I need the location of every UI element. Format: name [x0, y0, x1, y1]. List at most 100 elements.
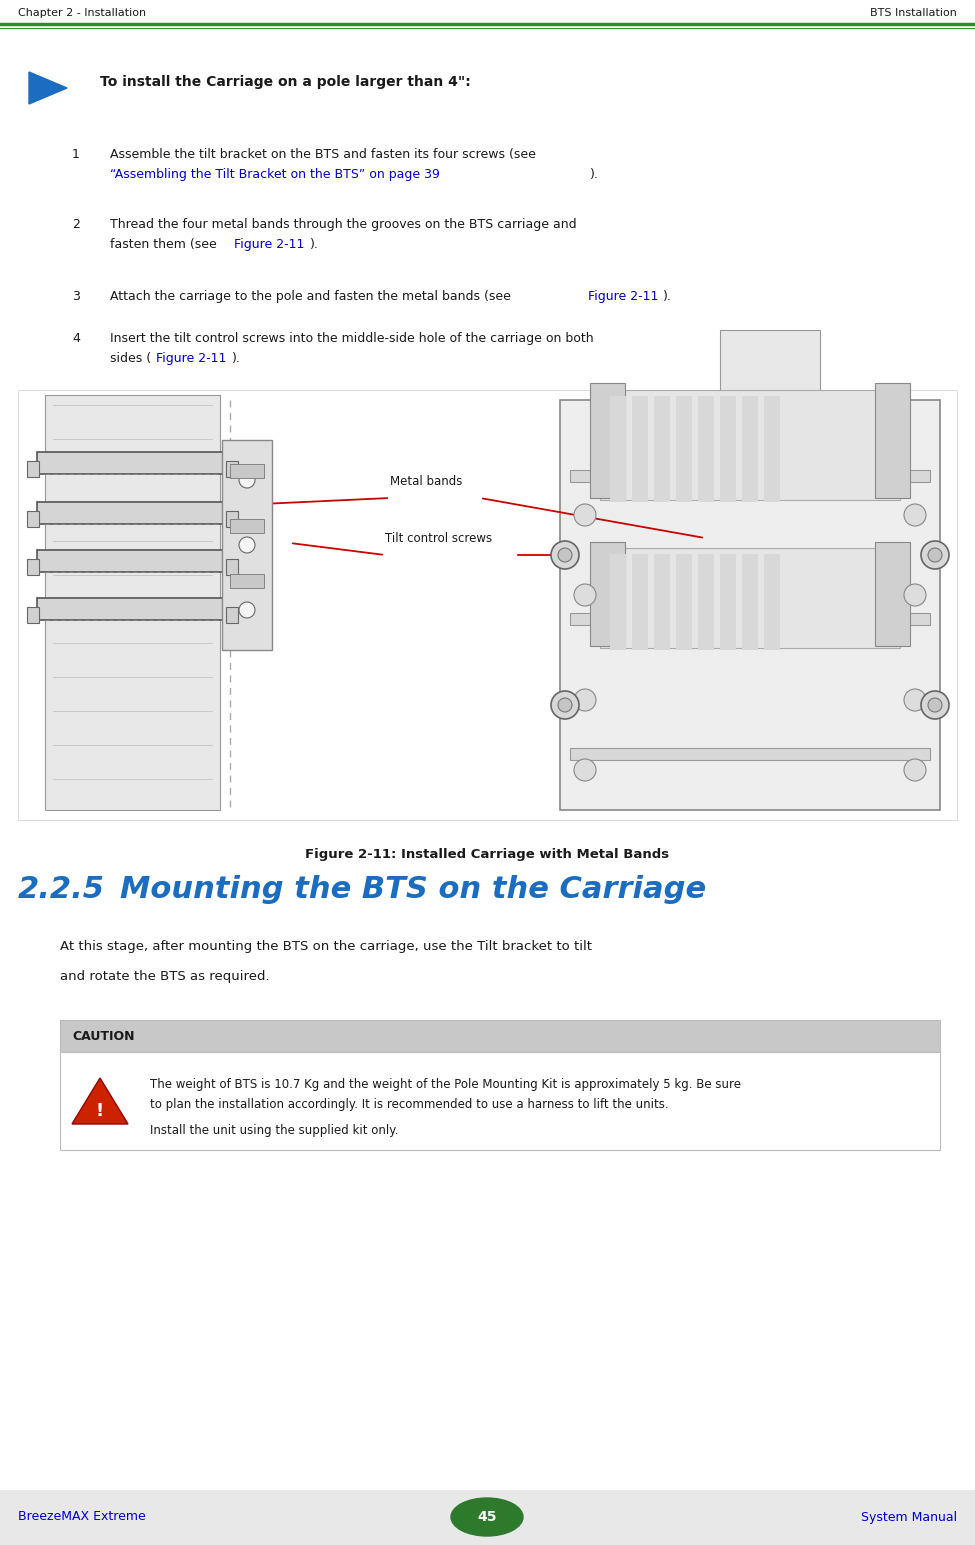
FancyBboxPatch shape — [720, 555, 736, 650]
Text: Figure 2-11: Installed Carriage with Metal Bands: Figure 2-11: Installed Carriage with Met… — [305, 848, 669, 861]
Text: Metal bands: Metal bands — [390, 474, 462, 488]
Text: ).: ). — [310, 238, 319, 250]
Text: Mounting the BTS on the Carriage: Mounting the BTS on the Carriage — [120, 874, 706, 904]
Text: 2.2.5: 2.2.5 — [18, 874, 105, 904]
Circle shape — [904, 584, 926, 606]
FancyBboxPatch shape — [698, 396, 714, 502]
FancyBboxPatch shape — [610, 396, 626, 502]
FancyBboxPatch shape — [560, 400, 940, 810]
Text: and rotate the BTS as required.: and rotate the BTS as required. — [60, 970, 270, 983]
Circle shape — [574, 584, 596, 606]
Text: 4: 4 — [72, 332, 80, 345]
Text: CAUTION: CAUTION — [72, 1029, 135, 1043]
FancyBboxPatch shape — [676, 396, 692, 502]
FancyBboxPatch shape — [18, 389, 957, 820]
FancyBboxPatch shape — [600, 389, 900, 501]
Circle shape — [904, 504, 926, 525]
FancyBboxPatch shape — [27, 607, 39, 623]
Circle shape — [921, 691, 949, 718]
FancyBboxPatch shape — [37, 550, 228, 572]
Circle shape — [928, 698, 942, 712]
FancyBboxPatch shape — [226, 460, 238, 477]
FancyBboxPatch shape — [60, 1052, 940, 1149]
Polygon shape — [72, 1078, 128, 1125]
Text: 1: 1 — [72, 148, 80, 161]
FancyBboxPatch shape — [742, 555, 758, 650]
Circle shape — [558, 548, 572, 562]
FancyBboxPatch shape — [875, 383, 910, 497]
FancyBboxPatch shape — [27, 460, 39, 477]
FancyBboxPatch shape — [60, 1020, 940, 1052]
Text: Chapter 2 - Installation: Chapter 2 - Installation — [18, 8, 146, 19]
Circle shape — [574, 689, 596, 711]
FancyBboxPatch shape — [590, 383, 625, 497]
FancyBboxPatch shape — [720, 396, 736, 502]
Circle shape — [551, 541, 579, 569]
FancyBboxPatch shape — [654, 396, 670, 502]
Circle shape — [904, 689, 926, 711]
FancyBboxPatch shape — [698, 555, 714, 650]
FancyBboxPatch shape — [742, 396, 758, 502]
Text: ).: ). — [590, 168, 599, 181]
FancyBboxPatch shape — [27, 559, 39, 575]
Circle shape — [239, 538, 255, 553]
FancyBboxPatch shape — [600, 548, 900, 647]
FancyBboxPatch shape — [226, 559, 238, 575]
FancyBboxPatch shape — [570, 470, 930, 482]
FancyBboxPatch shape — [37, 453, 228, 474]
FancyBboxPatch shape — [764, 555, 780, 650]
Text: Insert the tilt control screws into the middle-side hole of the carriage on both: Insert the tilt control screws into the … — [110, 332, 594, 345]
Circle shape — [558, 698, 572, 712]
Text: Tilt control screws: Tilt control screws — [385, 531, 492, 545]
FancyBboxPatch shape — [226, 607, 238, 623]
FancyBboxPatch shape — [720, 331, 820, 405]
Circle shape — [904, 759, 926, 782]
FancyBboxPatch shape — [37, 598, 228, 620]
FancyBboxPatch shape — [632, 396, 648, 502]
FancyBboxPatch shape — [610, 555, 626, 650]
FancyBboxPatch shape — [590, 542, 625, 646]
FancyBboxPatch shape — [632, 555, 648, 650]
FancyBboxPatch shape — [875, 542, 910, 646]
Text: ).: ). — [663, 290, 672, 303]
Text: The weight of BTS is 10.7 Kg and the weight of the Pole Mounting Kit is approxim: The weight of BTS is 10.7 Kg and the wei… — [150, 1078, 741, 1091]
Text: BreezeMAX Extreme: BreezeMAX Extreme — [18, 1511, 145, 1523]
Text: Figure 2-11: Figure 2-11 — [588, 290, 658, 303]
FancyBboxPatch shape — [676, 555, 692, 650]
Text: At this stage, after mounting the BTS on the carriage, use the Tilt bracket to t: At this stage, after mounting the BTS on… — [60, 939, 592, 953]
Text: sides (: sides ( — [110, 352, 151, 365]
FancyBboxPatch shape — [222, 440, 272, 650]
Ellipse shape — [451, 1499, 523, 1536]
FancyBboxPatch shape — [0, 1489, 975, 1545]
Text: Install the unit using the supplied kit only.: Install the unit using the supplied kit … — [150, 1125, 399, 1137]
Text: to plan the installation accordingly. It is recommended to use a harness to lift: to plan the installation accordingly. It… — [150, 1098, 669, 1111]
FancyBboxPatch shape — [230, 464, 264, 477]
Circle shape — [921, 541, 949, 569]
Circle shape — [928, 548, 942, 562]
Text: fasten them (see: fasten them (see — [110, 238, 220, 250]
Circle shape — [574, 759, 596, 782]
Circle shape — [239, 603, 255, 618]
Text: Thread the four metal bands through the grooves on the BTS carriage and: Thread the four metal bands through the … — [110, 218, 576, 232]
FancyBboxPatch shape — [45, 396, 220, 810]
FancyBboxPatch shape — [570, 748, 930, 760]
Circle shape — [239, 473, 255, 488]
FancyBboxPatch shape — [654, 555, 670, 650]
FancyBboxPatch shape — [230, 575, 264, 589]
Text: “Assembling the Tilt Bracket on the BTS” on page 39: “Assembling the Tilt Bracket on the BTS”… — [110, 168, 440, 181]
FancyBboxPatch shape — [570, 613, 930, 626]
Text: Figure 2-11: Figure 2-11 — [156, 352, 226, 365]
Circle shape — [574, 504, 596, 525]
FancyBboxPatch shape — [764, 396, 780, 502]
FancyBboxPatch shape — [37, 502, 228, 524]
Circle shape — [551, 691, 579, 718]
Text: Figure 2-11: Figure 2-11 — [234, 238, 304, 250]
FancyBboxPatch shape — [27, 511, 39, 527]
Text: Assemble the tilt bracket on the BTS and fasten its four screws (see: Assemble the tilt bracket on the BTS and… — [110, 148, 536, 161]
Text: ).: ). — [232, 352, 241, 365]
Text: 45: 45 — [477, 1509, 496, 1523]
Text: To install the Carriage on a pole larger than 4":: To install the Carriage on a pole larger… — [100, 76, 471, 90]
Polygon shape — [29, 73, 67, 104]
FancyBboxPatch shape — [226, 511, 238, 527]
Text: !: ! — [96, 1102, 104, 1120]
